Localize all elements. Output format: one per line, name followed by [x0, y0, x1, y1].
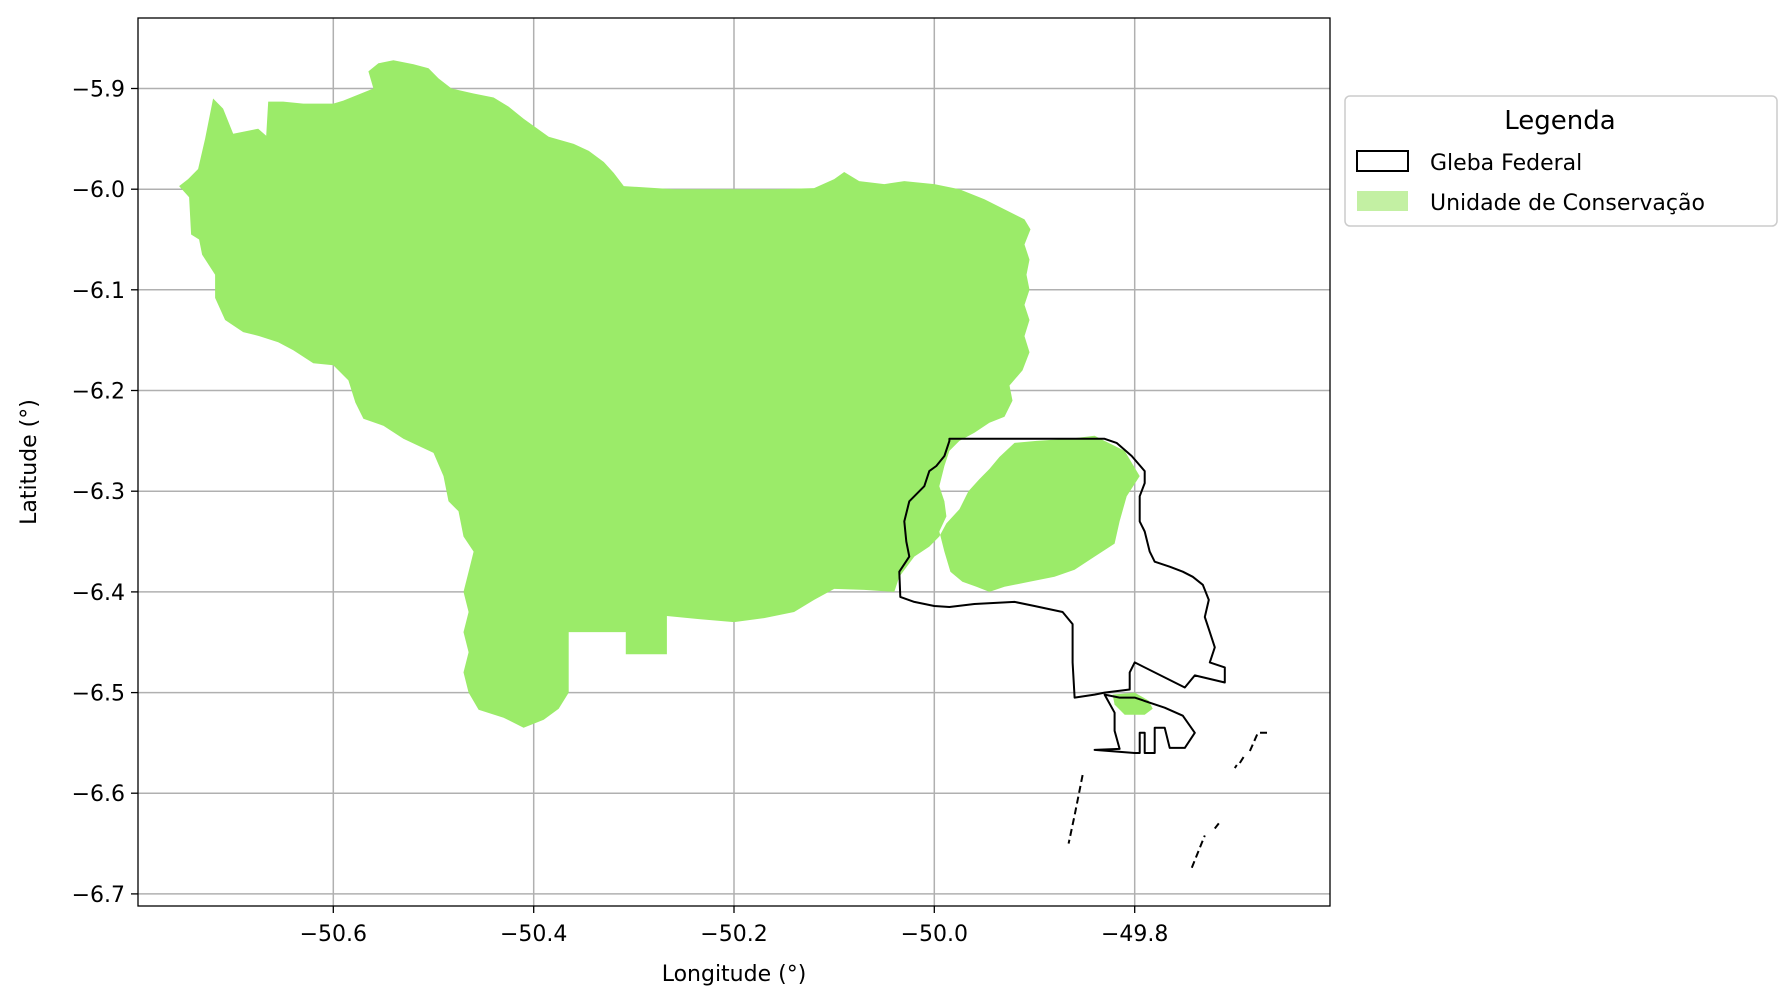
conservation-polygon	[179, 60, 1140, 728]
legend-label-conservation: Unidade de Conservação	[1430, 191, 1705, 216]
gleba-fragment	[1190, 835, 1206, 869]
x-tick-label: −50.4	[500, 922, 567, 947]
y-tick-label: −5.9	[72, 78, 125, 103]
gleba-fragment	[1067, 774, 1084, 844]
legend: Legenda Gleba Federal Unidade de Conserv…	[1344, 95, 1778, 227]
gleba-fragment	[1248, 731, 1270, 752]
x-axis-label: Longitude (°)	[662, 962, 807, 987]
y-tick-label: −6.2	[72, 380, 125, 405]
gleba-polygon	[1093, 693, 1196, 754]
map-area: −50.6 −50.4 −50.2 −50.0 −49.8 −5.9 −6.0 −6.1 −6.…	[72, 17, 1331, 948]
y-axis-label: Latitude (°)	[17, 399, 42, 525]
y-tick-label: −6.7	[72, 883, 125, 908]
x-tick-label: −50.2	[700, 922, 767, 947]
map-features	[179, 60, 1270, 869]
gleba-polygon	[898, 437, 1226, 699]
layer-gleba-federal	[898, 437, 1270, 869]
legend-swatch-conservation	[1357, 191, 1408, 211]
y-tick-label: −6.0	[72, 178, 125, 203]
x-tick-label: −50.0	[901, 922, 968, 947]
y-tick-label: −6.5	[72, 682, 125, 707]
y-tick-label: −6.3	[72, 480, 125, 505]
axis-ticks: −50.6 −50.4 −50.2 −50.0 −49.8 −5.9 −6.0 −6.1 −6.…	[72, 78, 1169, 948]
y-tick-label: −6.4	[72, 581, 125, 606]
x-tick-label: −49.8	[1101, 922, 1168, 947]
y-tick-label: −6.1	[72, 279, 125, 304]
x-tick-label: −50.6	[300, 922, 367, 947]
y-tick-label: −6.6	[72, 782, 125, 807]
legend-swatch-gleba	[1356, 150, 1409, 172]
gleba-fragment	[1233, 764, 1238, 769]
gleba-fragment	[1214, 822, 1220, 830]
gleba-fragment	[1238, 754, 1246, 764]
legend-box	[1344, 95, 1778, 227]
legend-title: Legenda	[1504, 106, 1615, 136]
legend-label-gleba: Gleba Federal	[1430, 151, 1582, 176]
